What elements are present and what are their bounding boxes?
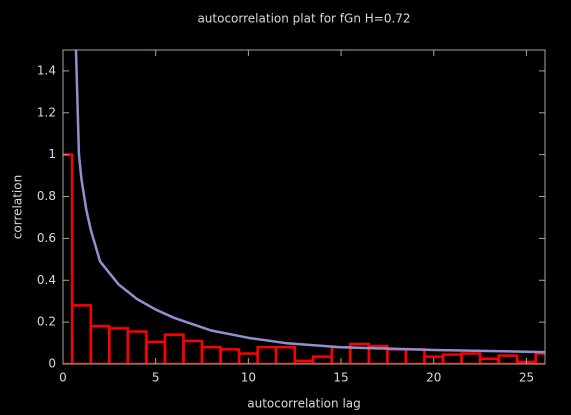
y-axis-label: correlation	[11, 175, 25, 239]
x-tick-label: 10	[241, 371, 256, 385]
x-tick-label: 0	[59, 371, 67, 385]
plot-border	[62, 49, 546, 365]
y-tick-label: 1	[48, 147, 56, 161]
y-tick-label: 0	[48, 357, 56, 371]
x-tick-label: 20	[426, 371, 441, 385]
x-axis-label: autocorrelation lag	[247, 397, 361, 411]
y-tick-label: 0.4	[37, 273, 56, 287]
y-tick-label: 0.6	[37, 231, 56, 245]
y-tick-label: 0.8	[37, 189, 56, 203]
y-tick-label: 1.4	[37, 63, 56, 77]
bar	[497, 354, 519, 364]
y-tick-label: 0.2	[37, 315, 56, 329]
x-tick-label: 25	[519, 371, 534, 385]
x-tick-label: 15	[333, 371, 348, 385]
chart-title: autocorrelation plat for fGn H=0.72	[197, 12, 410, 26]
x-tick-label: 5	[152, 371, 160, 385]
curve	[74, 50, 545, 354]
bar	[534, 352, 545, 364]
y-tick-label: 1.2	[37, 105, 56, 119]
